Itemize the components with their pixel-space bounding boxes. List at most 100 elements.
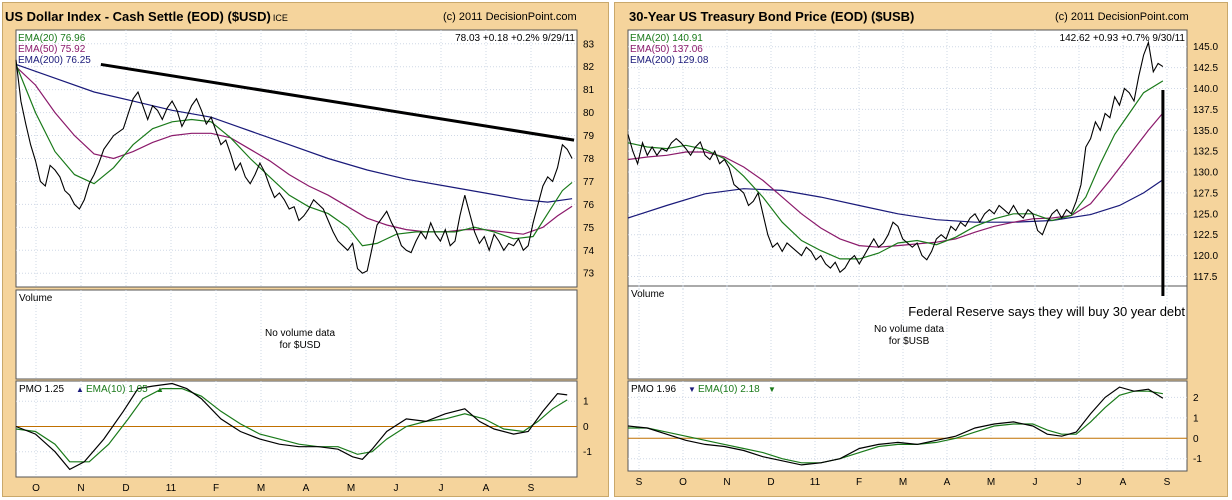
copyright-label: (c) 2011 DecisionPoint.com	[1055, 11, 1189, 23]
x-tick-label: D	[767, 477, 774, 488]
trend-line	[100, 62, 575, 142]
x-tick-label: J	[394, 483, 399, 494]
pmo-plot-area	[15, 380, 578, 478]
y-tick-label: 81	[583, 85, 595, 96]
y-tick-label: 142.5	[1193, 63, 1218, 74]
y-tick-label: 120.0	[1193, 251, 1218, 262]
volume-plot-area	[627, 285, 1188, 380]
copyright-label: (c) 2011 DecisionPoint.com	[443, 11, 577, 23]
y-tick-label: 83	[583, 39, 595, 50]
x-tick-label: O	[32, 483, 40, 494]
x-tick-label: M	[899, 477, 907, 488]
y-tick-label: 140.0	[1193, 84, 1218, 95]
y-tick-label: 74	[583, 246, 595, 257]
x-tick-label: A	[303, 483, 310, 494]
y-tick-label: 145.0	[1193, 42, 1218, 53]
y-tick-label: 122.5	[1193, 230, 1218, 241]
y-tick-label: 73	[583, 269, 595, 280]
pmo-ema-line	[15, 388, 568, 463]
chart-title: 30-Year US Treasury Bond Price (EOD) ($U…	[629, 9, 915, 24]
x-tick-label: A	[944, 477, 951, 488]
volume-message: No volume data	[874, 324, 944, 335]
x-tick-label: F	[213, 483, 219, 494]
pmo-line	[627, 386, 1164, 466]
pmo-y-tick-label: 0	[583, 422, 589, 433]
price-line	[627, 40, 1164, 274]
y-tick-label: 80	[583, 108, 595, 119]
chart-svg: S O N D 11 F M A M J J A S 145.0 142.5 140.0 137.5 135.0 1…	[627, 29, 1218, 488]
x-tick-label: J	[439, 483, 444, 494]
legend-entry: EMA(200) 76.25	[18, 55, 91, 66]
y-tick-label: 135.0	[1193, 126, 1218, 137]
pmo-direction-icon: ▼	[688, 385, 696, 394]
x-tick-label: M	[987, 477, 995, 488]
x-tick-label: D	[122, 483, 129, 494]
y-tick-label: 77	[583, 177, 595, 188]
y-tick-label: 130.0	[1193, 168, 1218, 179]
exchange-label: ICE	[272, 13, 288, 23]
price-plot-area	[627, 29, 1188, 290]
chart-panel-usb: 30-Year US Treasury Bond Price (EOD) ($U…	[614, 2, 1228, 497]
x-tick-label: O	[679, 477, 687, 488]
y-tick-label: 125.0	[1193, 209, 1218, 220]
x-tick-label: 11	[166, 483, 177, 494]
x-tick-label: N	[723, 477, 730, 488]
pmo-label: PMO 1.96	[631, 384, 676, 395]
ema20-line	[627, 80, 1164, 260]
pmo-ema-direction-icon: ▼	[768, 385, 776, 394]
y-tick-label: 127.5	[1193, 188, 1218, 199]
pmo-y-tick-label: -1	[1193, 454, 1202, 465]
pmo-direction-icon: ▲	[76, 385, 84, 394]
pmo-label: PMO 1.25	[19, 384, 64, 395]
annotation-text: Federal Reserve says they will buy 30 ye…	[908, 304, 1185, 319]
x-tick-label: A	[483, 483, 490, 494]
y-tick-label: 78	[583, 154, 595, 165]
quote-label: 142.62 +0.93 +0.7% 9/30/11	[1060, 33, 1186, 44]
x-tick-label: F	[856, 477, 862, 488]
y-tick-label: 137.5	[1193, 105, 1218, 116]
legend-entry: EMA(200) 129.08	[630, 55, 709, 66]
pmo-y-tick-label: 0	[1193, 434, 1199, 445]
pmo-plot-area	[627, 380, 1188, 472]
y-tick-label: 117.5	[1193, 272, 1218, 283]
volume-message: for $USB	[889, 336, 930, 347]
pmo-ema-label: EMA(10) 2.18	[698, 384, 760, 395]
x-tick-label: S	[528, 483, 535, 494]
pmo-y-tick-label: 1	[1193, 413, 1199, 424]
pmo-y-tick-label: 1	[583, 397, 589, 408]
pmo-ema-label: EMA(10) 1.05	[86, 384, 148, 395]
x-tick-label: N	[77, 483, 84, 494]
x-tick-label: J	[1033, 477, 1038, 488]
x-tick-label: M	[257, 483, 265, 494]
pmo-line	[15, 382, 568, 471]
y-tick-label: 79	[583, 131, 595, 142]
x-tick-label: S	[636, 477, 643, 488]
y-tick-label: 76	[583, 200, 595, 211]
pmo-y-tick-label: -1	[583, 447, 592, 458]
legend-entry: EMA(20) 140.91	[630, 33, 703, 44]
quote-label: 78.03 +0.18 +0.2% 9/29/11	[455, 33, 575, 44]
chart-svg: O N D 11 F M A M J J A S 83 82 81 80 79 78 77 76 75 74 73 EMA(2…	[15, 29, 595, 494]
volume-label: Volume	[19, 293, 53, 304]
legend-entry: EMA(50) 137.06	[630, 44, 703, 55]
pmo-ema-direction-icon: ▲	[156, 385, 164, 394]
x-tick-label: 11	[810, 477, 821, 488]
y-tick-label: 82	[583, 62, 595, 73]
ema200-line	[627, 179, 1164, 223]
volume-message: No volume data	[265, 328, 335, 339]
x-tick-label: M	[347, 483, 355, 494]
x-tick-label: J	[1077, 477, 1082, 488]
chart-panel-usd: US Dollar Index - Cash Settle (EOD) ($US…	[2, 2, 609, 497]
y-tick-label: 132.5	[1193, 147, 1218, 158]
ema20-line	[15, 64, 573, 247]
legend-entry: EMA(20) 76.96	[18, 33, 86, 44]
pmo-y-tick-label: 2	[1193, 393, 1199, 404]
y-tick-label: 75	[583, 223, 595, 234]
price-line	[15, 59, 573, 274]
ema200-line	[15, 63, 573, 203]
volume-label: Volume	[631, 289, 665, 300]
legend-entry: EMA(50) 75.92	[18, 44, 86, 55]
x-tick-label: S	[1164, 477, 1171, 488]
x-tick-label: A	[1120, 477, 1127, 488]
volume-message: for $USD	[279, 340, 320, 351]
